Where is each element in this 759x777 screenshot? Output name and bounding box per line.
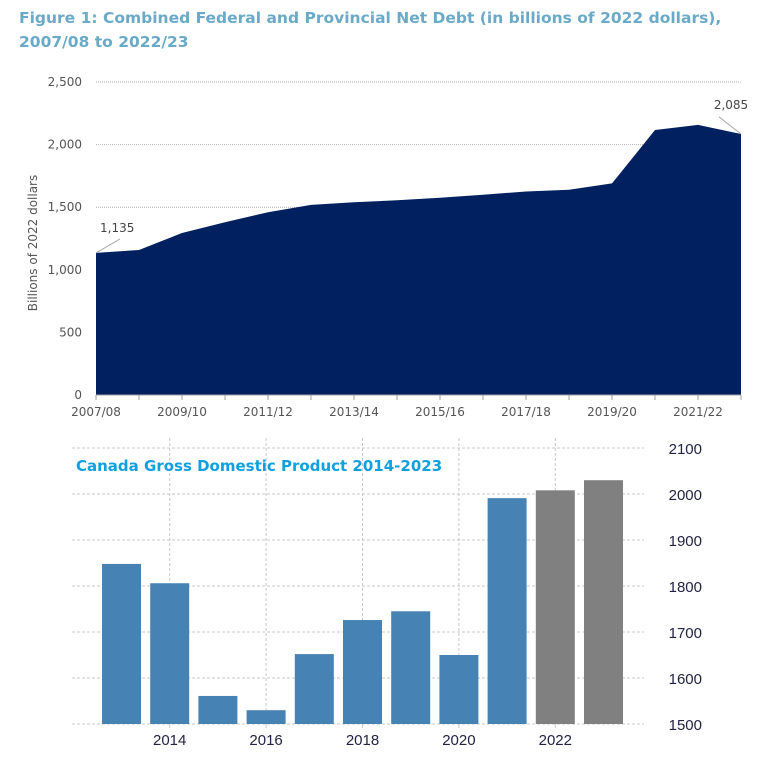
- c1-y-tick-label: 2,500: [48, 75, 82, 89]
- c2-x-tick-label: 2016: [249, 732, 282, 749]
- c2-y-tick-label: 1600: [669, 671, 702, 688]
- bar-2017: [294, 654, 334, 724]
- c1-y-tick-label: 1,000: [48, 263, 82, 277]
- c2-y-tick-label: 1700: [669, 625, 702, 642]
- figure-title: Figure 1: Combined Federal and Provincia…: [19, 9, 722, 51]
- bar-2023: [584, 480, 623, 724]
- c2-x-tick-label: 2018: [346, 732, 379, 749]
- c2-y-tick-label: 1900: [669, 533, 702, 550]
- bar-2018: [343, 620, 382, 724]
- c2-x-axis: 2014 2016 2018 2020 2022: [153, 724, 572, 749]
- c2-title: Canada Gross Domestic Product 2014-2023: [76, 457, 442, 475]
- bar-2020: [439, 655, 479, 724]
- bar-2016: [246, 710, 286, 724]
- c2-bars: [102, 480, 623, 724]
- c1-x-tick-label: 2019/20: [587, 405, 637, 419]
- c1-x-tick-label: 2009/10: [157, 405, 207, 419]
- c1-y-axis: 0 500 1,000 1,500 2,000 2,500: [48, 75, 82, 402]
- c1-y-tick-label: 1,500: [48, 200, 82, 214]
- c1-x-tick-label: 2011/12: [243, 405, 293, 419]
- c1-y-tick-label: 500: [59, 325, 82, 339]
- c2-y-tick-label: 2000: [669, 487, 702, 504]
- bar-2022: [535, 490, 575, 724]
- c1-x-tick-label: 2013/14: [329, 405, 379, 419]
- bar-2019: [391, 611, 431, 724]
- c2-x-tick-label: 2022: [539, 732, 572, 749]
- annotation-leader: [718, 116, 742, 135]
- c1-y-tick-label: 0: [74, 388, 82, 402]
- c1-x-tick-label: 2021/22: [673, 405, 723, 419]
- c1-x-tick-label: 2015/16: [415, 405, 465, 419]
- bar-2014: [150, 583, 190, 724]
- c1-x-tick-label: 2007/08: [71, 405, 121, 419]
- c2-y-tick-label: 2100: [669, 441, 702, 458]
- annotation-label: 2,085: [714, 98, 748, 112]
- bar-2013: [102, 563, 141, 724]
- annotation-label: 1,135: [100, 221, 134, 235]
- c2-x-tick-label: 2020: [442, 732, 475, 749]
- annotation-leader: [95, 238, 121, 254]
- net-debt-area: [96, 124, 741, 396]
- c2-y-axis: 1500 1600 1700 1800 1900 2000 2100: [669, 441, 702, 734]
- c1-y-tick-label: 2,000: [48, 138, 82, 152]
- bar-2015: [198, 695, 238, 724]
- c2-y-tick-label: 1800: [669, 579, 702, 596]
- c1-y-axis-label: Billions of 2022 dollars: [26, 175, 40, 311]
- c1-x-tick-label: 2017/18: [501, 405, 551, 419]
- c1-x-axis: 2007/08 2009/10 2011/12 2013/14 2015/16 2017/…: [71, 394, 742, 419]
- c2-x-tick-label: 2014: [153, 732, 186, 749]
- bar-2021: [487, 498, 527, 724]
- c1-annotations: 1,135 2,085: [95, 98, 748, 254]
- c2-y-tick-label: 1500: [669, 717, 702, 734]
